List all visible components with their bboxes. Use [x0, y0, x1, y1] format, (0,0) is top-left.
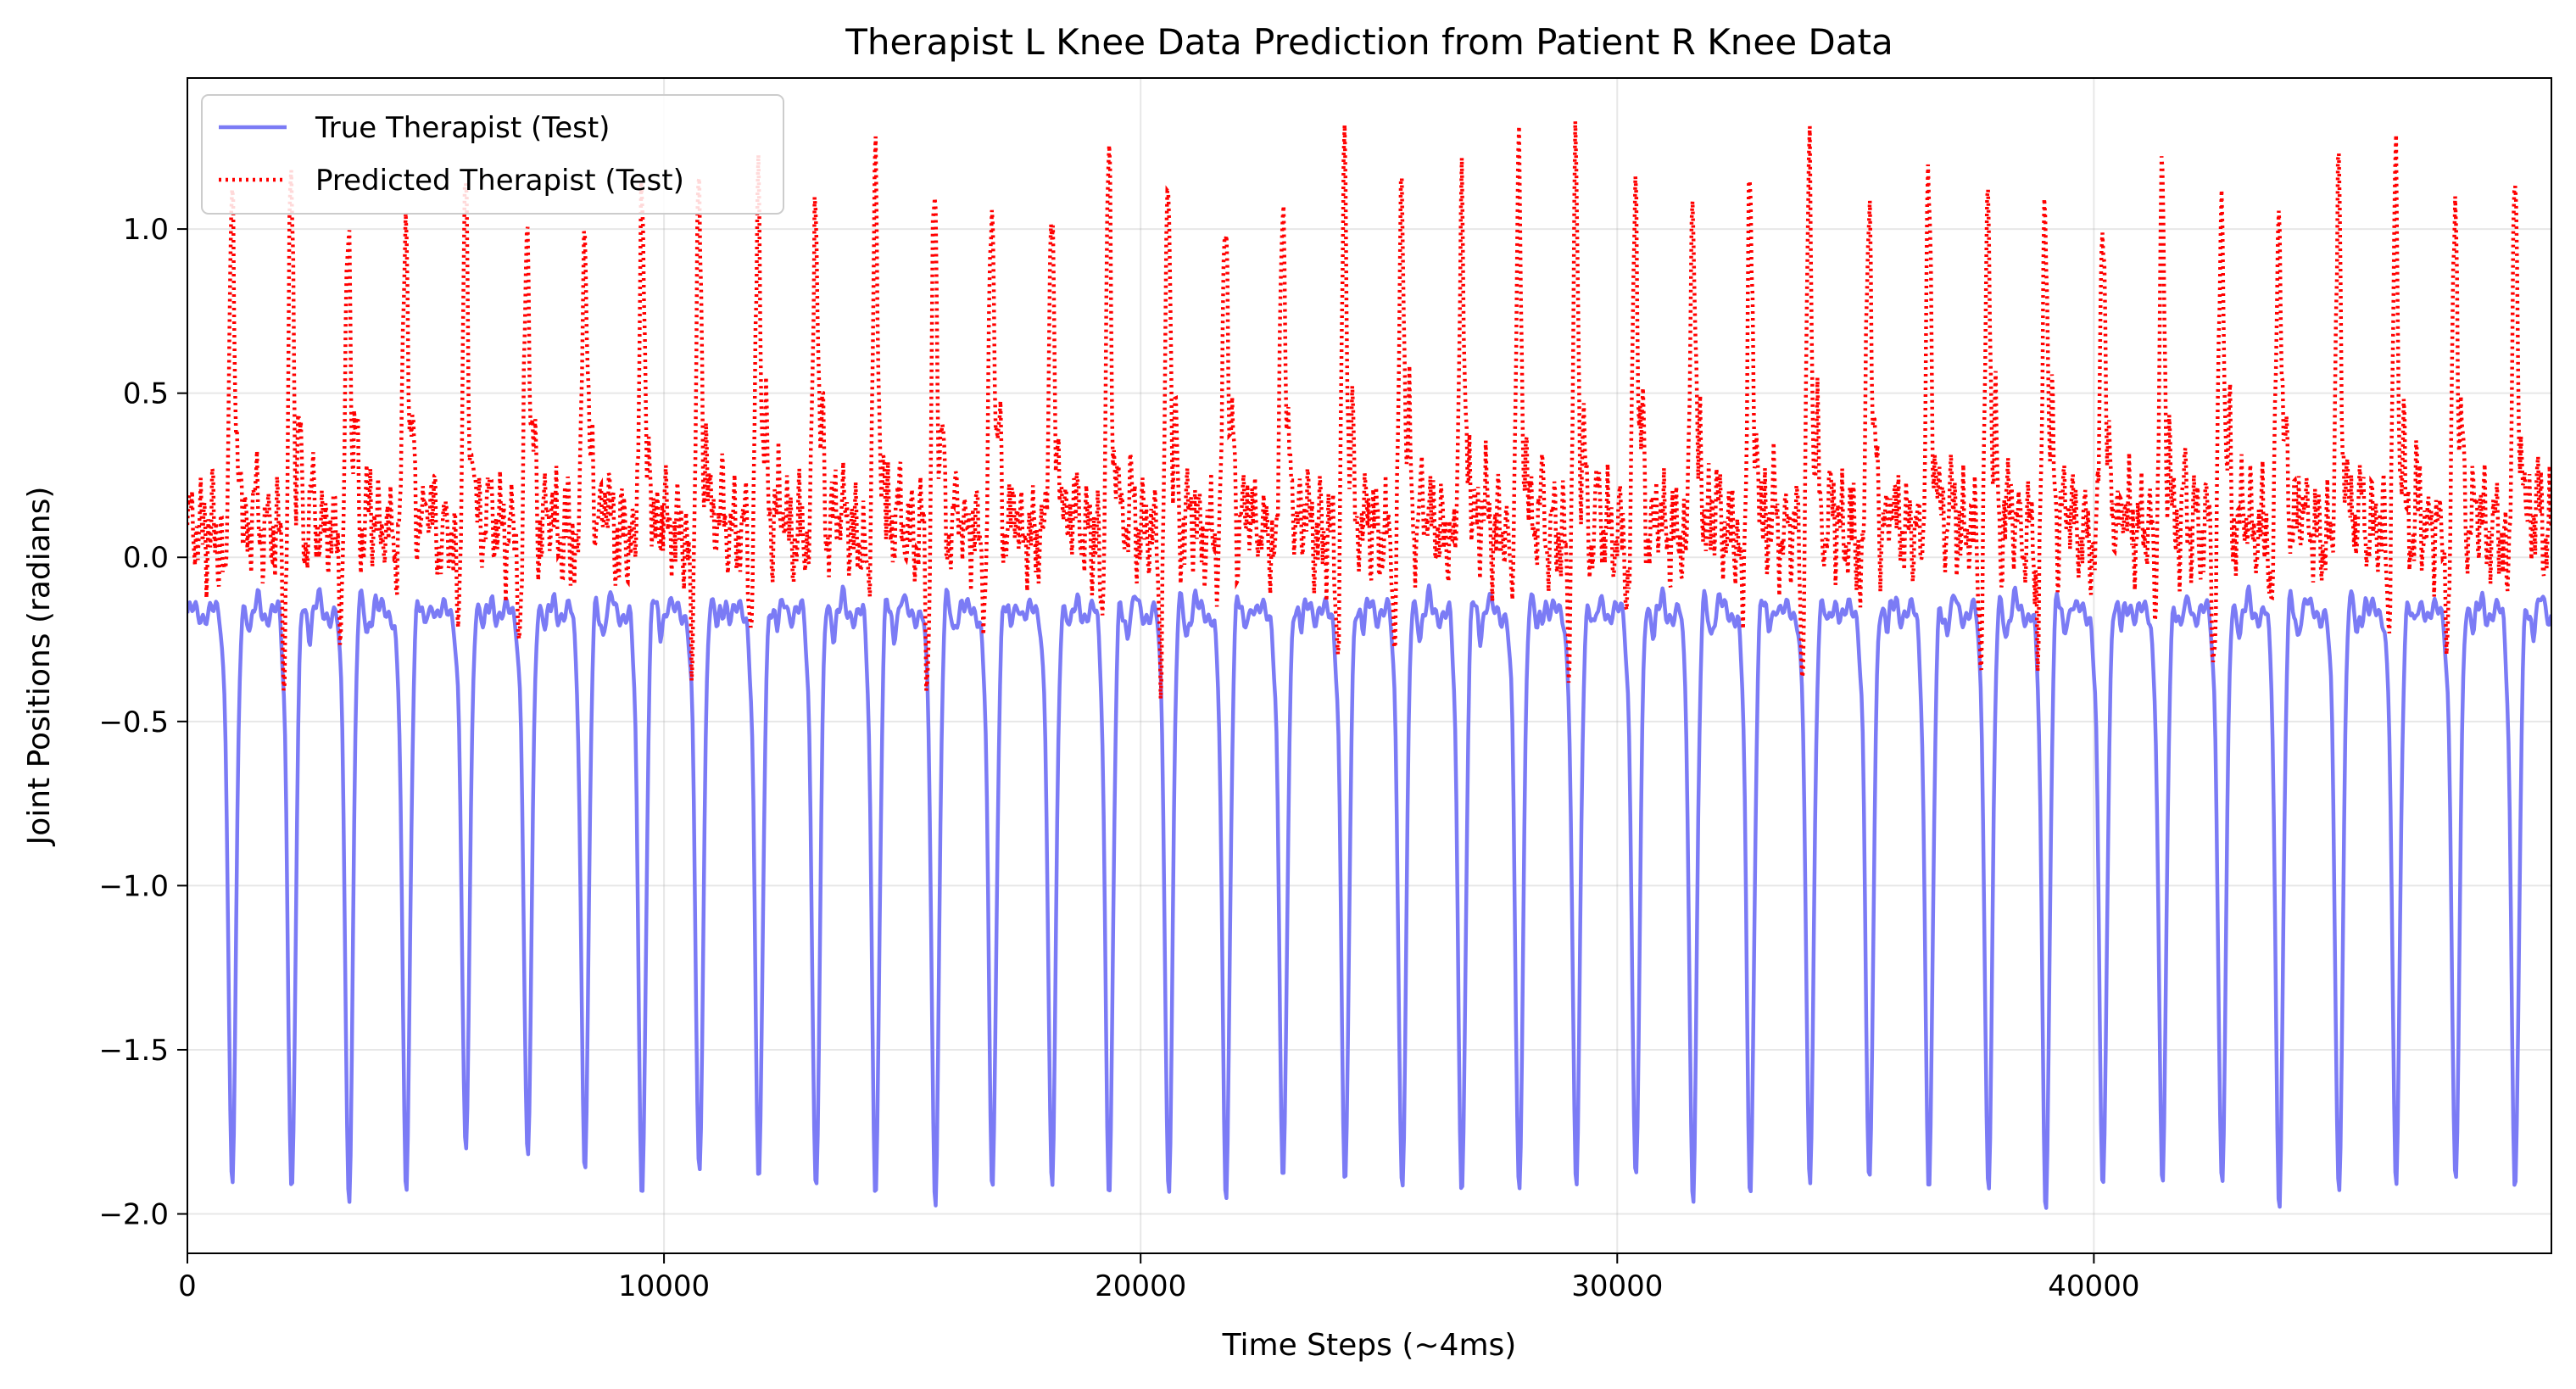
legend: True Therapist (Test) Predicted Therapis…: [201, 94, 784, 215]
x-axis-label: Time Steps (~4ms): [1222, 1328, 1517, 1363]
y-axis-ticks: −2.0 −1.5 −1.0 −0.5 0.0 0.5 1.0: [98, 213, 187, 1232]
x-tick-label: 30000: [1571, 1269, 1663, 1303]
x-tick-label: 40000: [2048, 1269, 2139, 1303]
series-line-predicted-therapist: [187, 120, 2551, 700]
plot-frame: [187, 77, 2552, 1254]
legend-label-true-therapist: True Therapist (Test): [315, 111, 610, 145]
legend-box: [201, 94, 784, 215]
y-tick-label: −2.0: [98, 1198, 169, 1232]
x-tick-label: 10000: [618, 1269, 710, 1303]
y-axis-label: Joint Positions (radians): [22, 487, 57, 847]
x-tick-label: 20000: [1095, 1269, 1186, 1303]
y-tick-label: 0.0: [123, 541, 169, 575]
legend-label-predicted-therapist: Predicted Therapist (Test): [315, 164, 684, 198]
x-axis-ticks: 0 10000 20000 30000 40000: [178, 1253, 2139, 1303]
y-tick-label: 1.0: [123, 213, 169, 247]
y-tick-label: 0.5: [123, 377, 169, 411]
plot-area: [187, 120, 2551, 1210]
y-tick-label: −1.0: [98, 869, 169, 903]
y-tick-label: −0.5: [98, 706, 169, 739]
x-tick-label: 0: [178, 1269, 197, 1303]
y-tick-label: −1.5: [98, 1034, 169, 1068]
chart-title: Therapist L Knee Data Prediction from Pa…: [845, 21, 1893, 63]
series-line-true-therapist: [187, 583, 2551, 1210]
